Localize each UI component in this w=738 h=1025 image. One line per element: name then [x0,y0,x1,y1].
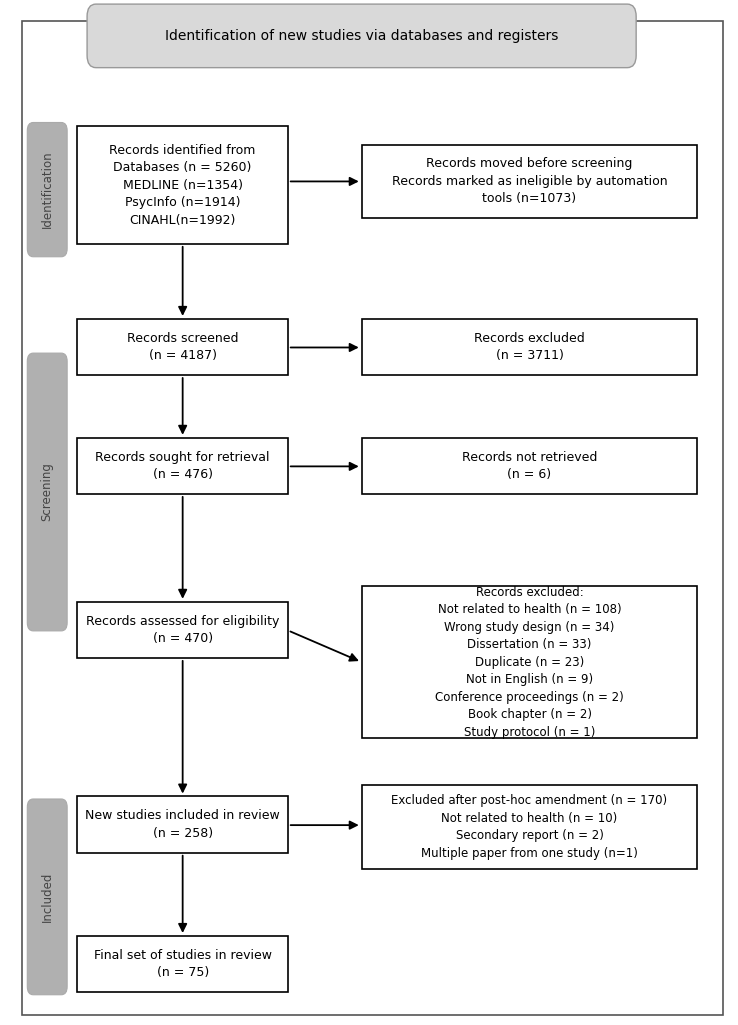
Text: New studies included in review
(n = 258): New studies included in review (n = 258) [86,810,280,839]
FancyBboxPatch shape [27,800,67,994]
Text: Final set of studies in review
(n = 75): Final set of studies in review (n = 75) [94,949,272,979]
FancyBboxPatch shape [362,145,697,218]
FancyBboxPatch shape [362,319,697,375]
FancyBboxPatch shape [77,602,288,658]
FancyBboxPatch shape [77,319,288,375]
Text: Records sought for retrieval
(n = 476): Records sought for retrieval (n = 476) [95,451,270,481]
FancyBboxPatch shape [27,353,67,630]
Text: Records screened
(n = 4187): Records screened (n = 4187) [127,332,238,362]
Text: Included: Included [41,871,54,922]
Text: Excluded after post-hoc amendment (n = 170)
Not related to health (n = 10)
Secon: Excluded after post-hoc amendment (n = 1… [391,794,668,860]
FancyBboxPatch shape [77,936,288,992]
FancyBboxPatch shape [77,126,288,244]
Text: Records excluded
(n = 3711): Records excluded (n = 3711) [474,332,585,362]
FancyBboxPatch shape [77,796,288,853]
Text: Records excluded:
Not related to health (n = 108)
Wrong study design (n = 34)
Di: Records excluded: Not related to health … [435,585,624,739]
FancyBboxPatch shape [362,785,697,869]
FancyBboxPatch shape [87,4,636,68]
FancyBboxPatch shape [77,438,288,494]
Text: Records identified from
Databases (n = 5260)
MEDLINE (n=1354)
PsycInfo (n=1914)
: Records identified from Databases (n = 5… [109,144,256,227]
Text: Identification of new studies via databases and registers: Identification of new studies via databa… [165,29,559,43]
FancyBboxPatch shape [362,438,697,494]
Text: Identification: Identification [41,151,54,229]
FancyBboxPatch shape [362,586,697,738]
Text: Records assessed for eligibility
(n = 470): Records assessed for eligibility (n = 47… [86,615,280,645]
Text: Records moved before screening
Records marked as ineligible by automation
tools : Records moved before screening Records m… [392,158,667,205]
FancyBboxPatch shape [27,123,67,257]
Text: Records not retrieved
(n = 6): Records not retrieved (n = 6) [462,451,597,481]
Text: Screening: Screening [41,462,54,522]
